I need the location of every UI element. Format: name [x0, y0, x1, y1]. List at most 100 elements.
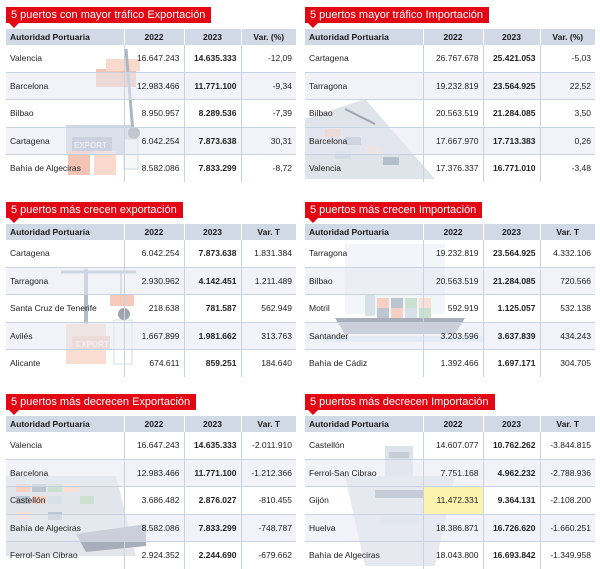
- panel-export-growth: 5 puertos más crecen exportación EXPORT …: [6, 200, 296, 377]
- cell-port: Valencia: [6, 432, 125, 459]
- col-header: Autoridad Portuaria: [6, 416, 125, 432]
- cell-var: -3.844.815: [550, 440, 591, 451]
- table-row: Cartagena 26.767.678 25.421.053 -5,03: [305, 45, 595, 72]
- table-row: Bahía de Algeciras 8.582.086 7.833.299 -8,7…: [6, 154, 296, 182]
- cell-port: Valencia: [6, 45, 125, 72]
- cell-port: Bilbao: [6, 99, 125, 127]
- cell-2022: 1.667.899: [124, 321, 185, 350]
- table-row: Santander 3.203.596 3.637.839 434.243: [305, 321, 595, 350]
- col-header: 2023: [483, 224, 541, 240]
- cell-port: Bahía de Algeciras: [305, 541, 424, 569]
- cell-port: Alicante: [6, 349, 125, 377]
- cell-var: 4.332.106: [553, 248, 591, 259]
- table-row: Cartagena 6.042.254 7.873.638 1.831.384: [6, 240, 296, 267]
- cell-var: 720.566: [540, 266, 595, 295]
- cell-2022: 20.563.519: [423, 99, 484, 127]
- cell-port: Barcelona: [305, 126, 424, 155]
- cell-2022: 18.386.871: [423, 513, 484, 542]
- cell-port: Cartagena: [305, 45, 424, 72]
- cell-2022: 7.751.168: [423, 458, 484, 487]
- cell-port: Cartagena: [6, 126, 125, 155]
- cell-2023: 21.284.085: [483, 99, 541, 127]
- cell-2023: 1.981.662: [184, 321, 242, 350]
- table-row: Barcelona 17.667.970 17.713.383 0,26: [305, 126, 595, 155]
- table-row: Tarragona 19.232.819 23.564.925 22,52: [305, 71, 595, 100]
- cell-2023: 23.564.925: [483, 71, 541, 100]
- cell-2023: 7.873.638: [184, 126, 242, 155]
- cell-var: 304.705: [540, 349, 595, 377]
- cell-2022: 19.232.819: [423, 240, 484, 267]
- cell-port: Santa Cruz de Tenerife: [6, 294, 125, 322]
- col-header: 2022: [124, 416, 185, 432]
- cell-port: Santander: [305, 321, 424, 350]
- cell-2022: 8.582.086: [124, 513, 185, 542]
- panel-title: 5 puertos más crecen Importación: [305, 202, 483, 223]
- table-header-row: Autoridad Portuaria 2022 2023 Var. T: [6, 416, 296, 432]
- col-header: 2022: [423, 29, 484, 45]
- cell-2022: 26.767.678: [423, 45, 484, 72]
- cell-var: -748.787: [241, 513, 296, 542]
- table-row: Castellón 14.607.077 10.762.262 -3.844.815: [305, 432, 595, 459]
- table: Autoridad Portuaria 2022 2023 Var. (%) V…: [6, 29, 296, 182]
- cell-2023: 25.421.053: [483, 45, 541, 72]
- cell-var: 434.243: [540, 321, 595, 350]
- cell-2023: 11.771.100: [184, 71, 242, 100]
- panel-title: 5 puertos más crecen exportación: [6, 202, 183, 223]
- cell-2023: 4.142.451: [184, 266, 242, 295]
- cell-2023: 16.726.620: [483, 513, 541, 542]
- cell-2023: 2.244.690: [184, 541, 242, 569]
- table-row: Valencia 17.376.337 16.771.010 -3,48: [305, 154, 595, 182]
- cell-port: Valencia: [305, 154, 424, 182]
- cell-2022: 1.392.466: [423, 349, 484, 377]
- table-row: Gijón 11.472.331 9.364.131 -2.108.200: [305, 486, 595, 514]
- table-row: Bahía de Algeciras 18.043.800 16.693.842 -1…: [305, 541, 595, 569]
- table-row: Bilbao 20.563.519 21.284.085 720.566: [305, 266, 595, 295]
- col-header: 2022: [423, 416, 484, 432]
- table-row: Bahía de Algeciras 8.582.086 7.833.299 -748…: [6, 513, 296, 542]
- cell-2022: 17.376.337: [423, 154, 484, 182]
- panel-title: 5 puertos más decrecen Importación: [305, 394, 495, 415]
- cell-2023: 781.587: [184, 294, 242, 322]
- col-header: 2022: [423, 224, 484, 240]
- cell-2022: 6.042.254: [124, 240, 185, 267]
- col-header: Var. (%): [241, 29, 296, 45]
- col-header: Var. T: [540, 416, 595, 432]
- cell-port: Gijón: [305, 486, 424, 514]
- cell-2023: 21.284.085: [483, 266, 541, 295]
- table-row: Ferrol-San Cibrao 2.924.352 2.244.690 -679.…: [6, 541, 296, 569]
- table-row: Bahía de Cádiz 1.392.466 1.697.171 304.705: [305, 349, 595, 377]
- table-row: Avilés 1.667.899 1.981.662 313.763: [6, 321, 296, 350]
- table-row: Castellón 3.686.482 2.876.027 -810.455: [6, 486, 296, 514]
- cell-port: Motril: [305, 294, 424, 322]
- cell-2022: 12.983.466: [124, 458, 185, 487]
- cell-port: Tarragona: [305, 240, 424, 267]
- table-row: Cartagena 6.042.254 7.873.638 30,31: [6, 126, 296, 155]
- table-row: Alicante 674.611 859.251 184.640: [6, 349, 296, 377]
- cell-port: Bahía de Cádiz: [305, 349, 424, 377]
- col-header: 2022: [124, 224, 185, 240]
- cell-var: -5,03: [571, 53, 591, 64]
- table-row: Valencia 16.647.243 14.635.333 -2.011.910: [6, 432, 296, 459]
- cell-port: Bilbao: [305, 266, 424, 295]
- cell-port: Barcelona: [6, 458, 125, 487]
- cell-2022: 20.563.519: [423, 266, 484, 295]
- panel-title: 5 puertos mayor tráfico Importación: [305, 7, 490, 28]
- cell-var: 562.949: [241, 294, 296, 322]
- cell-2023: 8.289.536: [184, 99, 242, 127]
- cell-2023: 3.637.839: [483, 321, 541, 350]
- col-header: Var. T: [540, 224, 595, 240]
- cell-2022: 2.930.962: [124, 266, 185, 295]
- table: Autoridad Portuaria 2022 2023 Var. T Val…: [6, 416, 296, 569]
- panel-import-growth: 5 puertos más crecen Importación Au: [305, 200, 595, 377]
- cell-var: -7,39: [241, 99, 296, 127]
- col-header: 2023: [184, 416, 242, 432]
- panel-title: 5 puertos con mayor tráfico Exportación: [6, 7, 212, 28]
- cell-2023: 4.962.232: [483, 458, 541, 487]
- col-header: 2023: [184, 224, 242, 240]
- cell-2023: 17.713.383: [483, 126, 541, 155]
- cell-port: Tarragona: [6, 266, 125, 295]
- table-header-row: Autoridad Portuaria 2022 2023 Var. T: [305, 224, 595, 240]
- cell-2022: 3.203.596: [423, 321, 484, 350]
- cell-port: Bahía de Algeciras: [6, 513, 125, 542]
- col-header: 2023: [184, 29, 242, 45]
